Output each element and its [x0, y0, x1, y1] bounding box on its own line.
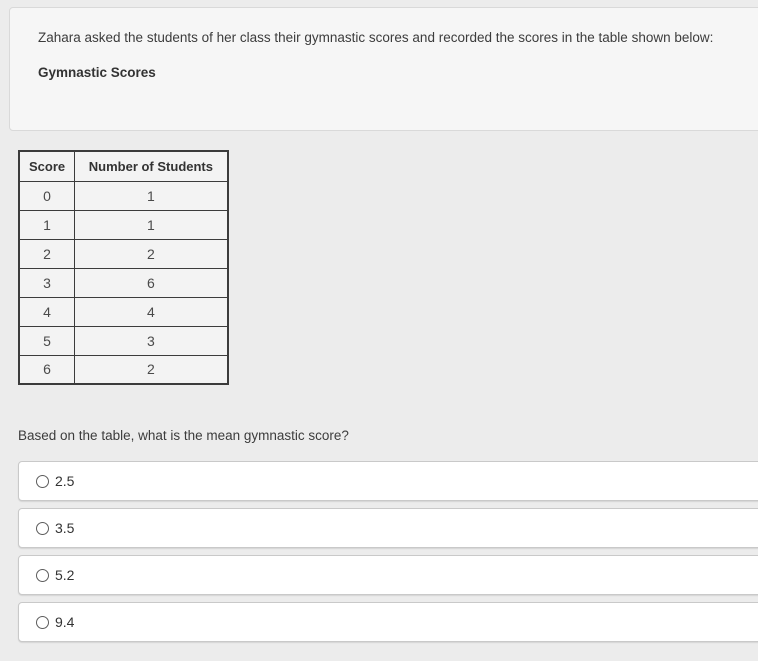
answer-option-3[interactable]: 5.2 — [18, 555, 758, 596]
score-cell: 0 — [18, 180, 76, 211]
students-cell: 2 — [74, 354, 229, 385]
prompt-text: Zahara asked the students of her class t… — [38, 30, 714, 45]
table-row: 1 1 — [18, 209, 229, 240]
students-cell: 2 — [74, 238, 229, 269]
table-row: 0 1 — [18, 180, 229, 211]
radio-icon[interactable] — [36, 568, 49, 582]
table-row: 6 2 — [18, 354, 229, 385]
score-cell: 2 — [18, 238, 76, 269]
answer-option-2[interactable]: 3.5 — [18, 508, 758, 549]
table-row: 4 4 — [18, 296, 229, 327]
table-title: Gymnastic Scores — [38, 65, 156, 81]
radio-icon[interactable] — [36, 521, 49, 535]
students-cell: 6 — [74, 267, 229, 298]
students-cell: 1 — [74, 180, 229, 211]
answer-option-4[interactable]: 9.4 — [18, 602, 758, 643]
table-row: 5 3 — [18, 325, 229, 356]
students-cell: 1 — [74, 209, 229, 240]
table-row: 3 6 — [18, 267, 229, 298]
students-cell: 4 — [74, 296, 229, 327]
table-header-row: Score Number of Students — [18, 150, 229, 182]
scores-table: Score Number of Students 0 1 1 1 2 2 3 6… — [18, 150, 229, 386]
option-label: 5.2 — [55, 567, 75, 584]
column-header-students: Number of Students — [74, 150, 229, 182]
option-label: 9.4 — [55, 614, 75, 631]
option-label: 2.5 — [55, 473, 75, 490]
table-row: 2 2 — [18, 238, 229, 269]
radio-icon[interactable] — [36, 615, 49, 629]
question-prompt-card: Zahara asked the students of her class t… — [9, 7, 758, 132]
score-cell: 1 — [18, 209, 76, 240]
radio-icon[interactable] — [36, 474, 49, 488]
score-cell: 5 — [18, 325, 76, 356]
question-text: Based on the table, what is the mean gym… — [18, 428, 349, 444]
option-label: 3.5 — [55, 520, 75, 537]
answer-options: 2.5 3.5 5.2 9.4 — [18, 461, 758, 643]
score-cell: 6 — [18, 354, 76, 385]
column-header-score: Score — [18, 150, 76, 182]
answer-option-1[interactable]: 2.5 — [18, 461, 758, 502]
score-cell: 4 — [18, 296, 76, 327]
students-cell: 3 — [74, 325, 229, 356]
score-cell: 3 — [18, 267, 76, 298]
